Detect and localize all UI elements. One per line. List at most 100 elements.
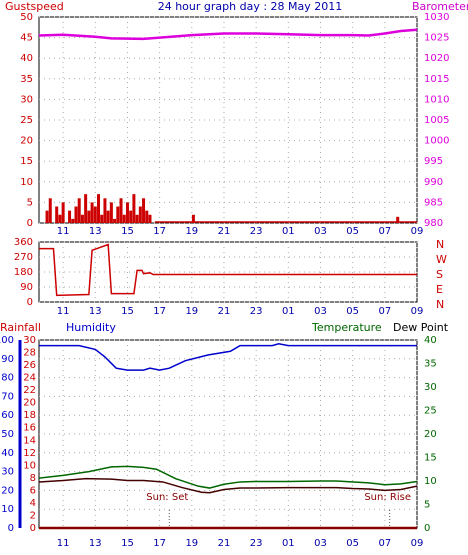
x-tick-label: 15 bbox=[121, 538, 134, 549]
gust-bar bbox=[68, 210, 72, 223]
x-tick-label: 21 bbox=[218, 226, 231, 237]
gust-bar bbox=[58, 214, 62, 223]
humidity-line bbox=[39, 342, 417, 371]
gust-axis-tick: 45 bbox=[20, 33, 33, 44]
temperature-axis-tick: 10 bbox=[424, 476, 437, 487]
sun-event-label: Sun: Rise bbox=[364, 492, 411, 503]
direction-axis-tick: 0 bbox=[27, 297, 33, 308]
temperature-axis-tick: 35 bbox=[424, 359, 437, 370]
humidity-axis-tick: 100 bbox=[0, 335, 14, 346]
gust-bar bbox=[55, 206, 59, 223]
gust-bar bbox=[97, 194, 101, 223]
rainfall-label: Rainfall bbox=[0, 321, 41, 334]
temperature-axis-tick: 0 bbox=[424, 523, 430, 534]
barometer-label: Barometer bbox=[412, 0, 468, 13]
gust-bar bbox=[74, 206, 78, 223]
gust-bar bbox=[84, 194, 88, 223]
x-tick-label: 07 bbox=[378, 538, 391, 549]
barometer-axis-tick: 1030 bbox=[424, 12, 449, 23]
barometer-axis-tick: 980 bbox=[424, 218, 443, 229]
sun-event-label: Sun: Set bbox=[146, 492, 188, 503]
axis-layer: 1111111313131515151717171919192121212323… bbox=[0, 12, 449, 549]
barometer-axis-tick: 995 bbox=[424, 156, 443, 167]
direction-letter: E bbox=[436, 283, 443, 296]
x-tick-label: 13 bbox=[89, 538, 102, 549]
gust-bar bbox=[93, 206, 97, 223]
x-tick-label: 21 bbox=[218, 538, 231, 549]
rainfall-axis-tick: 18 bbox=[23, 410, 36, 421]
gust-bar bbox=[145, 210, 149, 223]
dewpoint-line bbox=[38, 477, 418, 494]
gust-bar bbox=[87, 210, 91, 223]
barometer-axis-tick: 1005 bbox=[424, 115, 449, 126]
direction-axis-tick: 180 bbox=[14, 267, 33, 278]
barometer-axis-tick: 1000 bbox=[424, 136, 449, 147]
rainfall-axis-tick: 0 bbox=[30, 523, 36, 534]
barometer-axis-tick: 1020 bbox=[424, 53, 449, 64]
x-tick-label: 23 bbox=[250, 226, 263, 237]
temperature-axis-tick: 15 bbox=[424, 453, 437, 464]
gust-bar bbox=[125, 202, 129, 223]
gust-axis-tick: 25 bbox=[20, 115, 33, 126]
rainfall-axis-tick: 2 bbox=[30, 510, 36, 521]
humidity-axis-tick: 0 bbox=[8, 523, 14, 534]
x-tick-label: 13 bbox=[89, 306, 102, 317]
gust-bar bbox=[148, 214, 152, 223]
x-tick-label: 19 bbox=[185, 226, 198, 237]
x-tick-label: 01 bbox=[282, 538, 295, 549]
gust-axis-tick: 30 bbox=[20, 94, 33, 105]
x-tick-label: 07 bbox=[378, 306, 391, 317]
gust-bar bbox=[48, 198, 52, 223]
graph-title: 24 hour graph day : 28 May 2011 bbox=[158, 0, 343, 13]
gust-bar bbox=[45, 210, 49, 223]
gust-bar bbox=[191, 214, 195, 223]
gust-axis-tick: 50 bbox=[20, 12, 33, 23]
direction-axis-tick: 270 bbox=[14, 252, 33, 263]
humidity-axis-tick: 60 bbox=[1, 410, 14, 421]
x-tick-label: 17 bbox=[153, 226, 166, 237]
x-tick-label: 11 bbox=[57, 538, 70, 549]
x-tick-label: 01 bbox=[282, 226, 295, 237]
direction-letter: S bbox=[436, 268, 443, 281]
rainfall-axis-tick: 22 bbox=[23, 385, 36, 396]
x-tick-label: 03 bbox=[314, 226, 327, 237]
rainfall-axis-tick: 14 bbox=[23, 435, 36, 446]
humidity-axis-tick: 70 bbox=[1, 391, 14, 402]
rainfall-axis-tick: 6 bbox=[30, 485, 36, 496]
gust-axis-tick: 20 bbox=[20, 136, 33, 147]
gust-axis-tick: 5 bbox=[27, 197, 33, 208]
direction-letter: N bbox=[436, 298, 444, 311]
x-tick-label: 13 bbox=[89, 226, 102, 237]
humidity-axis-tick: 20 bbox=[1, 485, 14, 496]
x-tick-label: 09 bbox=[411, 306, 424, 317]
x-tick-label: 15 bbox=[121, 226, 134, 237]
gust-bar bbox=[106, 210, 110, 223]
x-tick-label: 09 bbox=[411, 538, 424, 549]
humidity-axis-tick: 80 bbox=[1, 373, 14, 384]
gust-bar bbox=[103, 198, 107, 223]
gust-bar bbox=[116, 206, 120, 223]
x-tick-label: 23 bbox=[250, 538, 263, 549]
x-tick-label: 03 bbox=[314, 306, 327, 317]
series-layer: Sun: Set Sun: Rise bbox=[38, 28, 418, 530]
gust-axis-tick: 0 bbox=[27, 218, 33, 229]
gust-bar bbox=[132, 194, 136, 223]
gust-bar bbox=[122, 214, 126, 223]
rainfall-axis-tick: 24 bbox=[23, 373, 36, 384]
temperature-line bbox=[38, 465, 418, 489]
gustspeed-label: Gustspeed bbox=[5, 0, 64, 13]
humidity-axis-tick: 90 bbox=[1, 354, 14, 365]
x-tick-label: 17 bbox=[153, 538, 166, 549]
x-tick-label: 07 bbox=[378, 226, 391, 237]
x-tick-label: 15 bbox=[121, 306, 134, 317]
gust-bar bbox=[129, 210, 133, 223]
x-tick-label: 11 bbox=[57, 306, 70, 317]
humidity-axis-tick: 40 bbox=[1, 448, 14, 459]
humidity-axis-tick: 50 bbox=[1, 429, 14, 440]
direction-axis-tick: 90 bbox=[20, 282, 33, 293]
gust-bar bbox=[100, 214, 104, 223]
rainfall-axis-tick: 28 bbox=[23, 348, 36, 359]
humidity-label: Humidity bbox=[66, 321, 116, 334]
